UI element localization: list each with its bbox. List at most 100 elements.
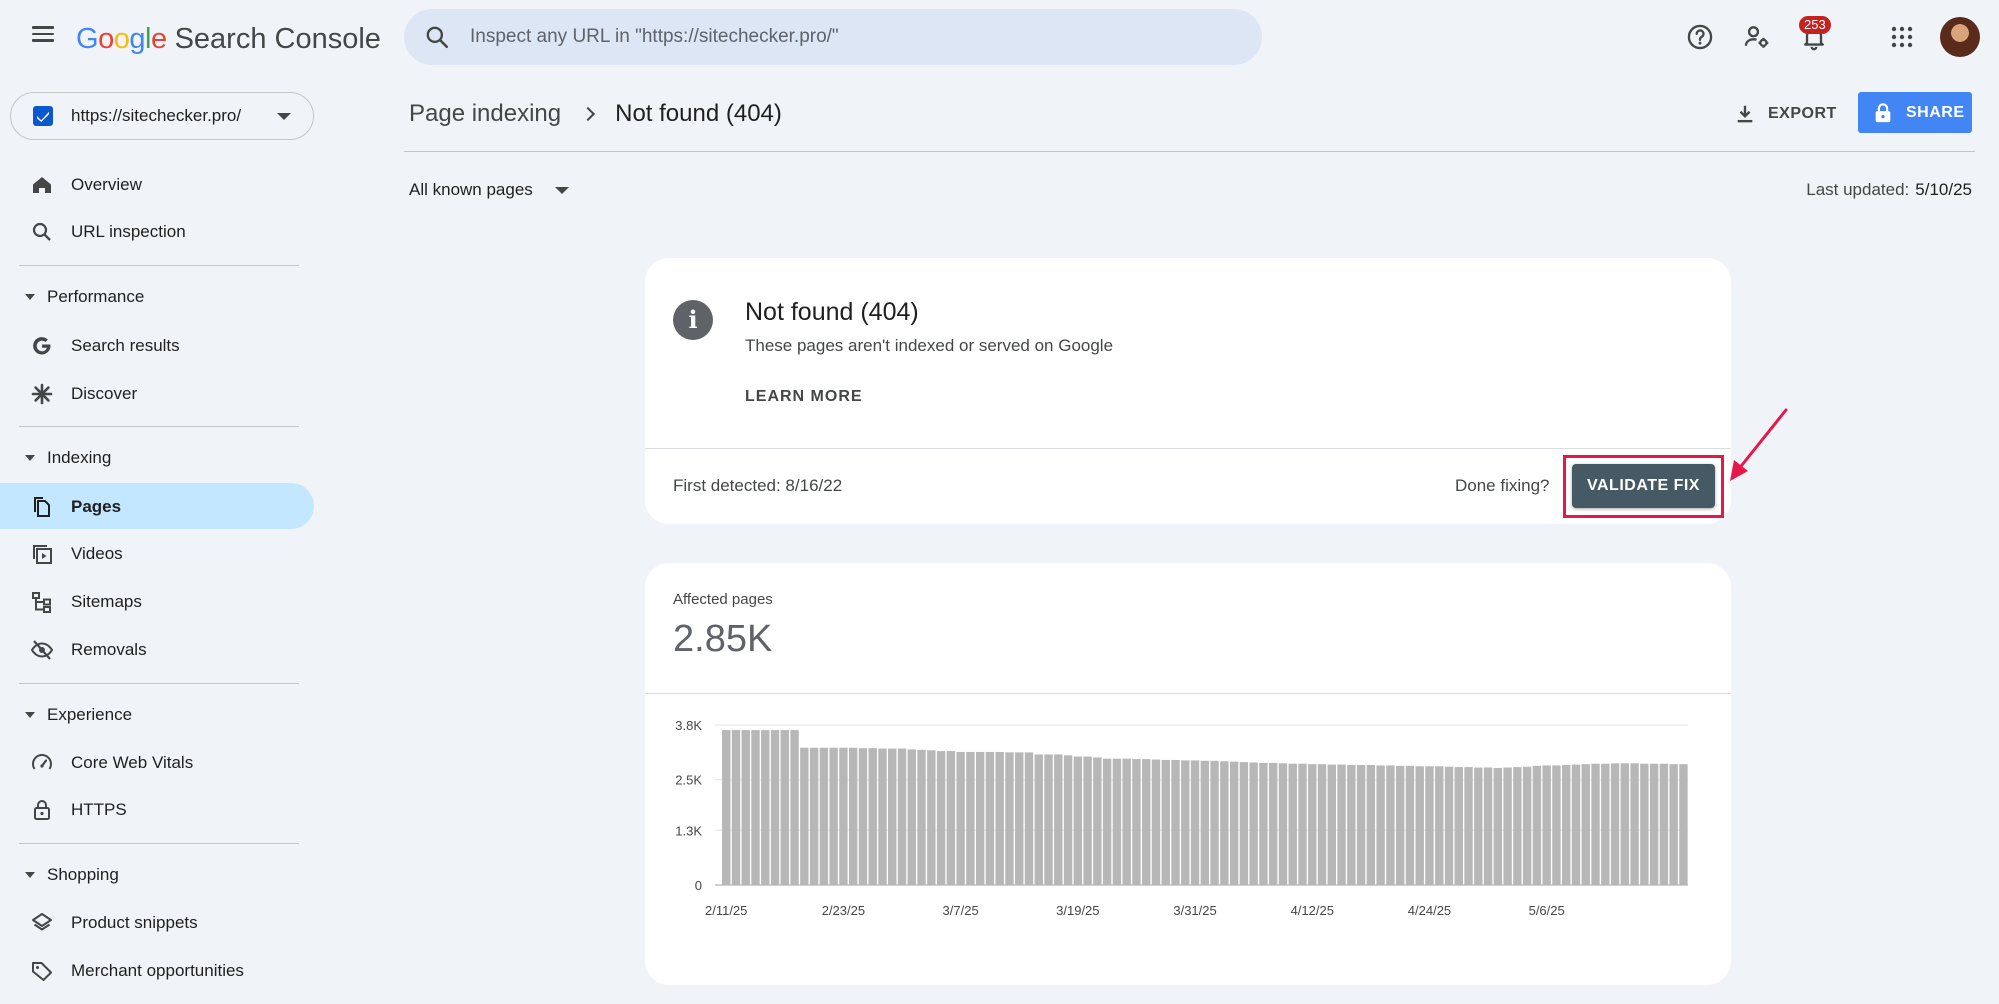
bar[interactable] (1308, 764, 1317, 885)
bar[interactable] (1601, 763, 1610, 885)
sidebar-item-search-results[interactable]: Search results (0, 322, 314, 368)
bar[interactable] (1366, 765, 1376, 885)
bar[interactable] (780, 730, 790, 885)
bar[interactable] (1503, 767, 1512, 885)
sidebar-item-pages[interactable]: Pages (0, 483, 314, 529)
bar[interactable] (1249, 762, 1258, 885)
bar[interactable] (936, 751, 946, 885)
bar[interactable] (1347, 765, 1356, 885)
bar[interactable] (1425, 766, 1434, 885)
bar[interactable] (1210, 760, 1219, 885)
bar[interactable] (1259, 762, 1268, 885)
bar[interactable] (956, 751, 965, 885)
sidebar-item-product-snippets[interactable]: Product snippets (0, 899, 314, 945)
bar[interactable] (1376, 765, 1385, 885)
sidebar-item-core-web-vitals[interactable]: Core Web Vitals (0, 739, 314, 785)
bar[interactable] (1493, 767, 1503, 885)
bar[interactable] (1317, 764, 1327, 885)
bar[interactable] (1464, 767, 1473, 885)
bar[interactable] (1405, 765, 1415, 885)
bar[interactable] (1054, 754, 1063, 885)
bar[interactable] (1073, 756, 1083, 885)
bar[interactable] (1571, 764, 1581, 885)
bar[interactable] (1005, 752, 1014, 885)
bar[interactable] (1229, 761, 1239, 885)
sidebar-section-performance[interactable]: Performance (0, 277, 314, 317)
bar[interactable] (1649, 763, 1659, 885)
validate-fix-button[interactable]: VALIDATE FIX (1572, 464, 1715, 508)
bar[interactable] (770, 730, 780, 885)
bar[interactable] (1024, 752, 1034, 885)
export-button[interactable]: EXPORT (1734, 96, 1837, 132)
sidebar-section-shopping[interactable]: Shopping (0, 855, 314, 895)
sidebar-section-indexing[interactable]: Indexing (0, 438, 314, 478)
bar[interactable] (741, 730, 750, 885)
sidebar-item-removals[interactable]: Removals (0, 626, 314, 672)
bar[interactable] (848, 747, 858, 885)
bar[interactable] (888, 748, 897, 885)
sidebar-section-experience[interactable]: Experience (0, 695, 314, 735)
sidebar-item-videos[interactable]: Videos (0, 530, 314, 576)
search-console-logo[interactable]: Google Search Console (76, 19, 381, 59)
bar[interactable] (1581, 764, 1590, 885)
bar[interactable] (1562, 765, 1571, 885)
sidebar-item-sitemaps[interactable]: Sitemaps (0, 578, 314, 624)
sidebar-item-discover[interactable]: Discover (0, 370, 314, 416)
bar[interactable] (1122, 758, 1131, 885)
bar[interactable] (819, 747, 829, 885)
bar[interactable] (1669, 764, 1678, 885)
sidebar-item-merchant-opportunities[interactable]: Merchant opportunities (0, 947, 314, 993)
bar[interactable] (1171, 759, 1180, 885)
property-selector[interactable]: https://sitechecker.pro/ (10, 92, 314, 140)
bar[interactable] (907, 749, 916, 885)
bar[interactable] (1151, 759, 1161, 885)
bar[interactable] (1542, 765, 1551, 885)
bar[interactable] (1659, 763, 1669, 885)
bar[interactable] (731, 730, 741, 885)
bar[interactable] (722, 730, 731, 885)
breadcrumb-page-indexing[interactable]: Page indexing (409, 100, 562, 127)
bar[interactable] (1454, 767, 1463, 885)
learn-more-link[interactable]: LEARN MORE (745, 388, 863, 405)
bar[interactable] (790, 730, 799, 885)
bar[interactable] (839, 747, 848, 885)
bar[interactable] (829, 747, 838, 885)
bar[interactable] (751, 730, 760, 885)
bar[interactable] (1620, 763, 1630, 885)
bar[interactable] (1181, 760, 1190, 885)
sidebar-item-overview[interactable]: Overview (0, 161, 314, 207)
bar[interactable] (1268, 762, 1278, 885)
bar[interactable] (800, 747, 809, 885)
bar[interactable] (1532, 765, 1542, 885)
bar[interactable] (1483, 767, 1493, 885)
bar[interactable] (1112, 758, 1122, 885)
bar[interactable] (897, 748, 907, 885)
bar[interactable] (878, 748, 887, 885)
bar[interactable] (1083, 756, 1092, 885)
bar[interactable] (809, 747, 819, 885)
bar[interactable] (1435, 766, 1444, 885)
bar[interactable] (1288, 763, 1297, 885)
bar[interactable] (1337, 764, 1346, 885)
bar[interactable] (1132, 759, 1141, 885)
bar[interactable] (1200, 760, 1210, 885)
bar[interactable] (927, 750, 936, 885)
bar[interactable] (1356, 765, 1366, 885)
bar[interactable] (995, 751, 1004, 885)
bar[interactable] (1591, 763, 1600, 885)
bar[interactable] (1630, 763, 1639, 885)
sidebar-item-https[interactable]: HTTPS (0, 786, 314, 832)
bar[interactable] (946, 751, 956, 885)
bar[interactable] (1102, 758, 1112, 885)
sidebar-item-url-inspection[interactable]: URL inspection (0, 208, 314, 254)
bar[interactable] (1679, 764, 1688, 885)
bar[interactable] (1278, 763, 1288, 885)
bar[interactable] (1161, 759, 1170, 885)
url-inspection-search[interactable] (404, 9, 1262, 65)
bar[interactable] (1220, 761, 1229, 885)
main-menu-button[interactable] (26, 22, 60, 52)
bar[interactable] (1327, 764, 1336, 885)
bar[interactable] (985, 751, 995, 885)
bar[interactable] (1513, 767, 1522, 885)
bar[interactable] (975, 751, 985, 885)
